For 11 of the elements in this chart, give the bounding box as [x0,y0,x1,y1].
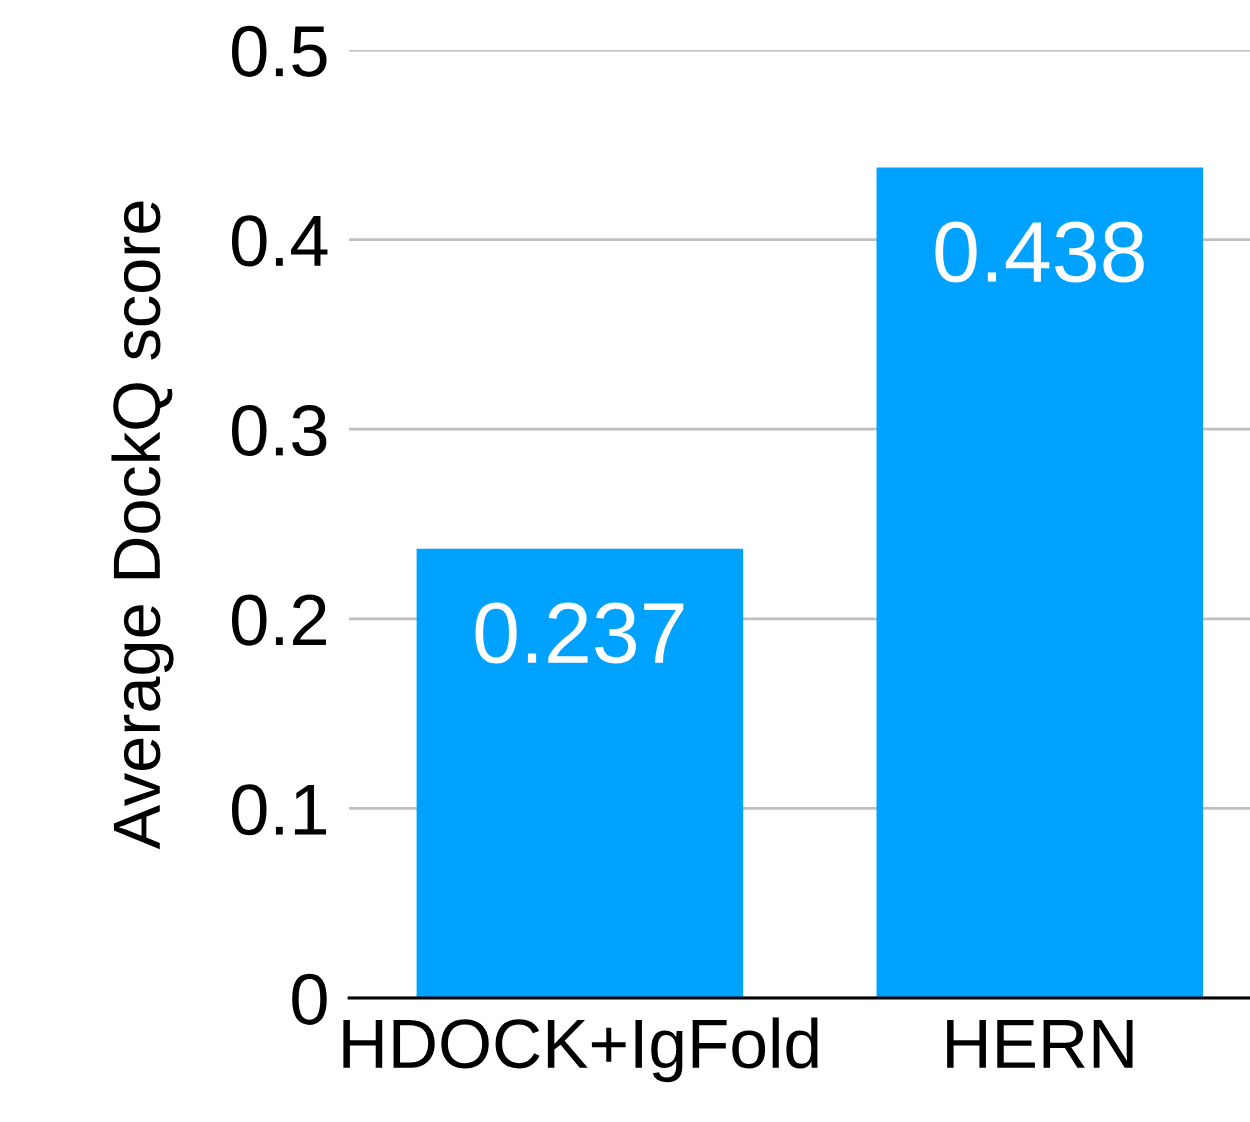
y-tick-label: 0.5 [231,25,327,77]
y-tick-label: 0.4 [231,215,328,267]
y-tick-label: 0 [292,973,327,1025]
y-tick-label: 0.2 [231,594,326,646]
data-label: 0.438 [935,221,1144,283]
y-tick-label: 0.1 [231,784,327,836]
y-tick-label: 0.3 [231,404,327,457]
y-axis-title: Average DockQ score [111,201,174,850]
x-tick-label: HDOCK+IgFold [343,1017,818,1083]
x-tick-label: HERN [947,1019,1133,1068]
data-label: 0.237 [475,602,684,664]
